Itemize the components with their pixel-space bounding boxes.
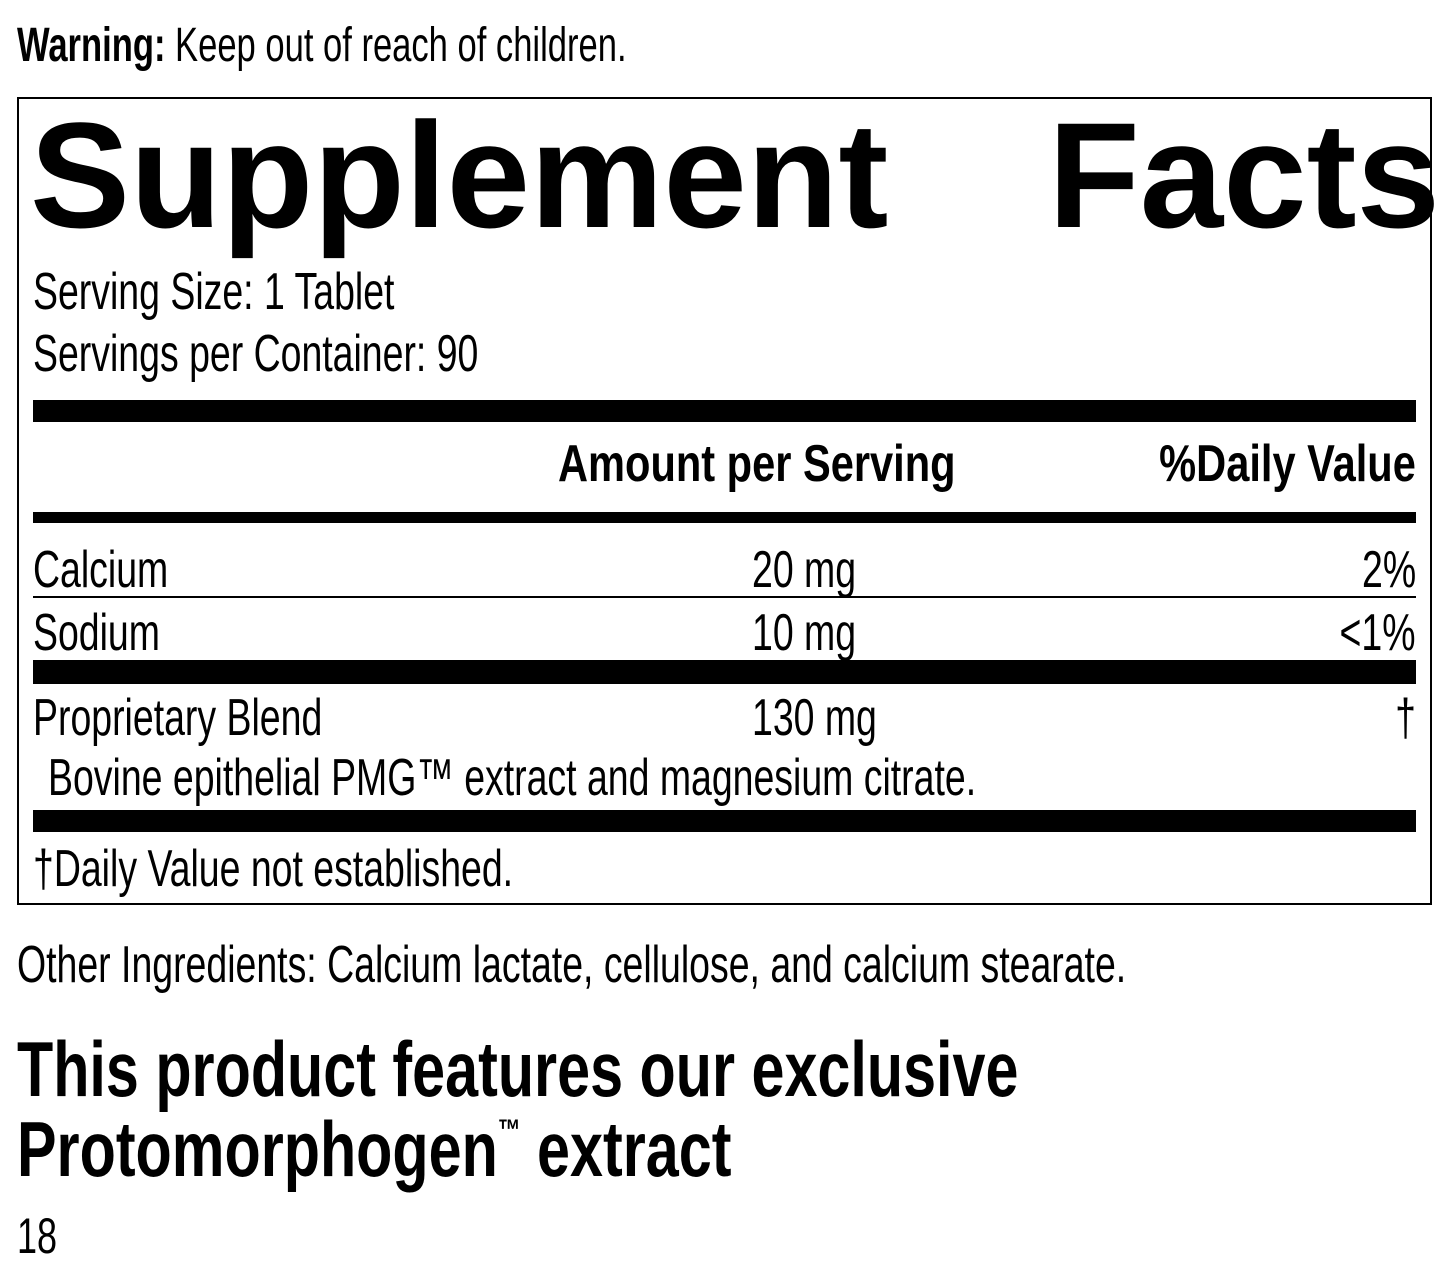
thick-divider bbox=[33, 810, 1416, 832]
thin-divider bbox=[33, 596, 1416, 598]
row-calcium-name: Calcium bbox=[33, 541, 169, 599]
supplement-facts-panel bbox=[17, 97, 1432, 905]
servings-per-container: Servings per Container: 90 bbox=[33, 325, 479, 383]
footnote: †Daily Value not established. bbox=[33, 840, 514, 898]
warning-label: Warning: bbox=[17, 19, 166, 72]
facts-title-left: Supplement bbox=[30, 91, 889, 259]
feature-heading-line2: Protomorphogen™ extract bbox=[17, 1105, 732, 1193]
row-blend-amount: 130 mg bbox=[752, 689, 877, 747]
other-ingredients: Other Ingredients: Calcium lactate, cell… bbox=[17, 936, 1127, 994]
serving-size: Serving Size: 1 Tablet bbox=[33, 263, 395, 321]
row-sodium-amount: 10 mg bbox=[752, 604, 857, 662]
row-blend-name: Proprietary Blend bbox=[33, 689, 323, 747]
row-calcium-dv: 2% bbox=[1361, 541, 1416, 599]
feature-heading-line1: This product features our exclusive bbox=[17, 1025, 1019, 1113]
facts-title-right: Facts bbox=[1048, 91, 1440, 259]
row-sodium-dv: <1% bbox=[1340, 604, 1416, 662]
warning-text: Warning: Keep out of reach of children. bbox=[17, 22, 864, 70]
blend-detail: Bovine epithelial PMG™ extract and magne… bbox=[48, 749, 977, 807]
row-calcium-amount: 20 mg bbox=[752, 541, 857, 599]
thick-divider bbox=[33, 660, 1416, 684]
thick-divider bbox=[33, 400, 1416, 422]
row-sodium-name: Sodium bbox=[33, 604, 160, 662]
medium-divider bbox=[33, 512, 1416, 523]
header-daily-value: %Daily Value bbox=[1159, 435, 1416, 493]
page-number: 18 bbox=[17, 1208, 58, 1264]
warning-body: Keep out of reach of children. bbox=[165, 19, 627, 72]
row-blend-dv: † bbox=[1395, 689, 1416, 747]
header-amount: Amount per Serving bbox=[558, 435, 956, 493]
